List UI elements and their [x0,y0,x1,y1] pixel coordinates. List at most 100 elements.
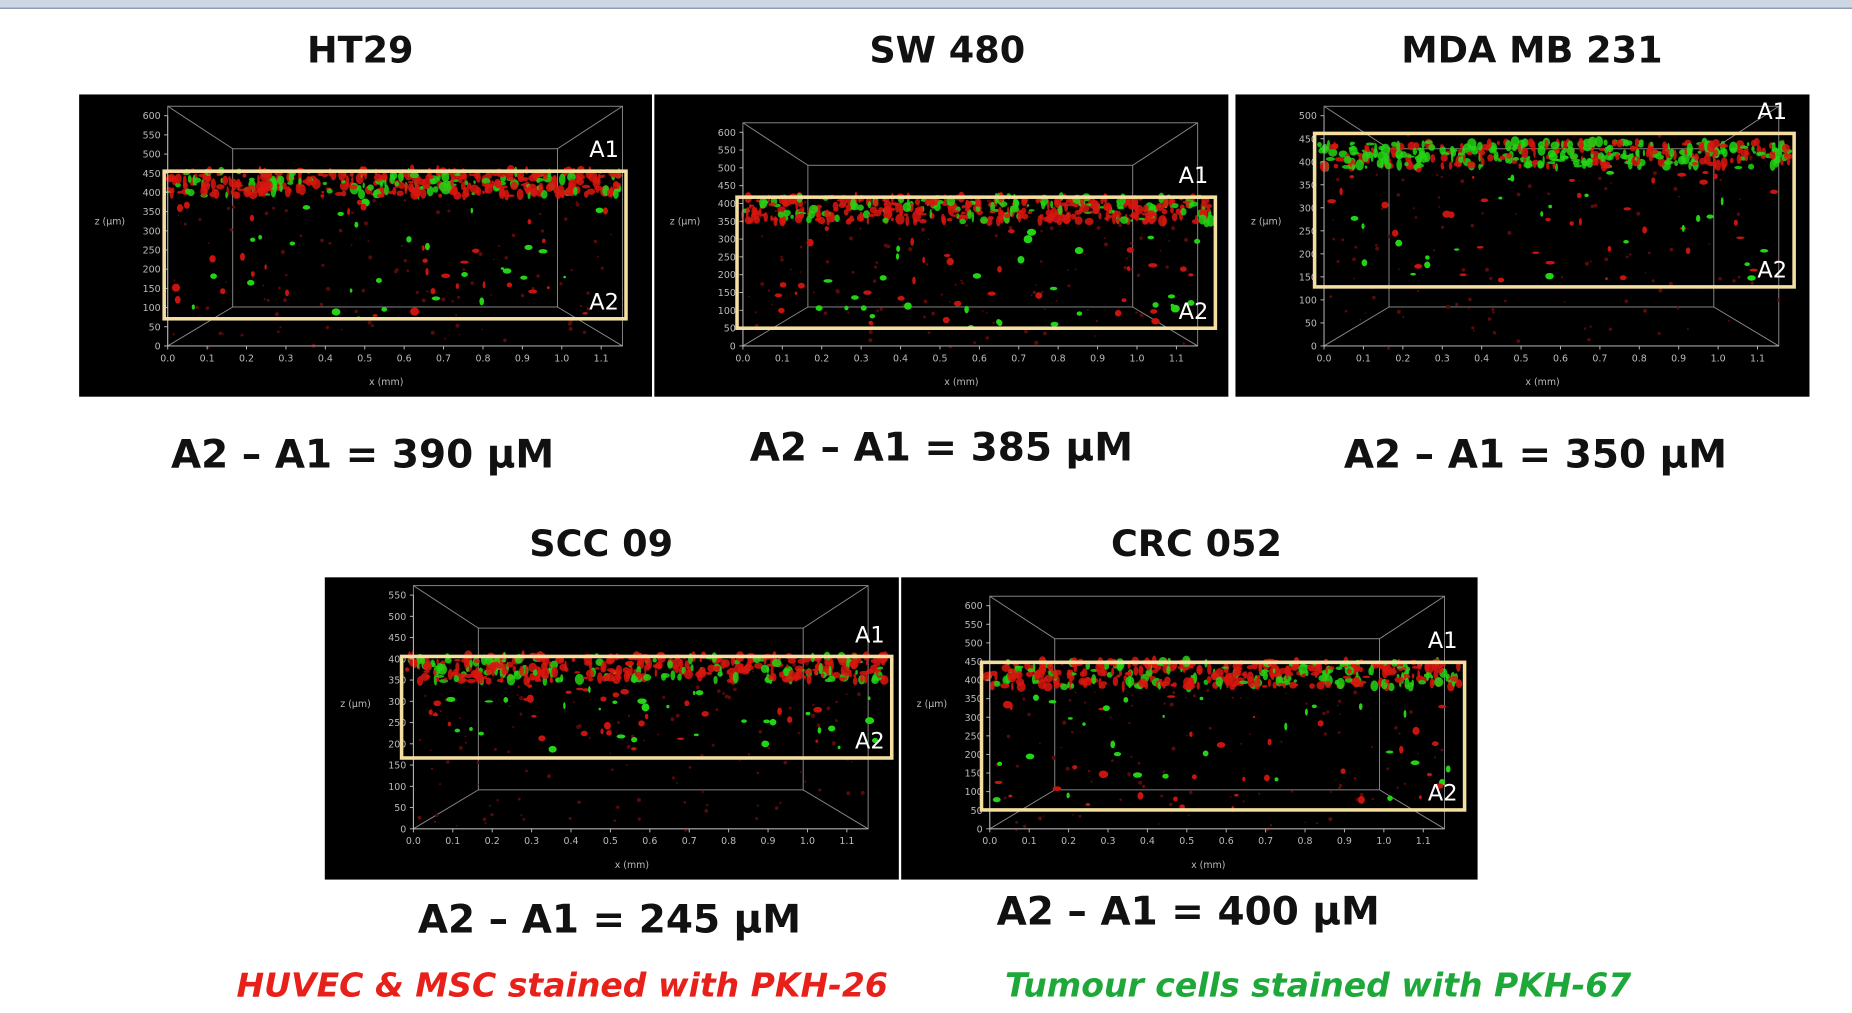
cell-speck [941,293,943,295]
cell [461,272,468,277]
cell [1730,147,1738,152]
cell [1107,215,1113,218]
cell [1545,273,1553,280]
cell-speck [748,753,750,755]
cell [815,740,818,743]
cell [870,314,876,318]
cell-speck [1069,699,1072,702]
cell [549,746,557,753]
cell [441,187,450,194]
cell-speck [434,821,436,823]
x-tick-label: 1.0 [800,836,815,847]
cell [1730,158,1734,164]
x-tick-label: 0.8 [1632,353,1647,364]
cell [528,289,537,293]
cell-speck [1629,253,1632,256]
cell [1649,153,1653,161]
cell-speck [1322,712,1325,715]
cell [1041,201,1045,210]
cell-speck [1084,701,1086,703]
cell [1527,156,1530,160]
cell [507,674,515,685]
cell-speck [279,326,281,328]
cell [1412,674,1415,679]
cell [1350,175,1355,178]
cell [913,218,917,225]
cell [1127,247,1134,253]
cell [1623,240,1629,244]
cell [460,677,463,681]
cell [1298,664,1307,674]
cell-speck [861,791,865,795]
cell [1143,205,1149,213]
cell [1186,204,1189,208]
cell [847,218,855,223]
cell-speck [832,741,836,745]
cell [1067,204,1076,207]
cell [896,246,900,252]
cell [996,319,1001,325]
cell [421,673,429,681]
micrograph: 600550500450400350300250200150100500z (µ… [901,577,1477,879]
cell [1651,177,1655,183]
cell [1242,777,1245,782]
cell [1542,156,1544,166]
cell-speck [494,748,497,751]
z-tick-label: 500 [1299,111,1317,122]
cell [666,705,669,708]
cell [817,217,825,224]
x-tick-label: 0.3 [1435,353,1450,364]
cell [1234,794,1238,797]
cell [761,741,769,748]
cell [1734,220,1738,226]
cell-speck [898,237,901,240]
cell [1318,675,1327,682]
cell-speck [430,749,432,751]
cell [1392,230,1398,237]
cell [550,678,553,683]
cell-speck [1433,249,1435,251]
cell [581,731,588,736]
cell-speck [1718,277,1722,281]
cell [474,671,483,680]
cell [870,665,878,673]
cell [1528,138,1534,147]
cell-speck [361,289,365,293]
cell-speck [1163,703,1165,705]
cell-speck [955,284,957,286]
cell-speck [1031,294,1033,296]
z-tick-label: 500 [718,163,736,174]
cell [1172,682,1176,687]
cell [829,657,833,663]
cell [1417,663,1422,670]
x-tick-label: 1.0 [1711,353,1726,364]
cell-speck [198,218,201,221]
cell [474,659,480,664]
cell [843,666,850,677]
cell [392,187,396,195]
cell-speck [1131,756,1133,758]
z-tick-label: 300 [718,235,736,246]
image-background [325,577,899,879]
x-tick-label: 0.6 [397,353,412,364]
cell [967,200,970,211]
cell [376,278,382,283]
cell [305,176,312,186]
cell [1404,162,1408,166]
cell [1487,154,1493,162]
a2-label: A2 [855,729,885,755]
cell [661,673,670,678]
cell [824,667,827,671]
cell-speck [1564,301,1566,303]
cell [1038,680,1046,689]
cell [850,198,856,209]
z-axis-label: z (µm) [95,216,126,227]
cell-speck [321,264,324,267]
cell [1421,140,1424,148]
cell [1462,147,1465,155]
cell [897,296,904,301]
cell [1027,229,1036,236]
cell [966,214,968,220]
cell-speck [1376,174,1378,176]
cell-speck [462,268,465,271]
